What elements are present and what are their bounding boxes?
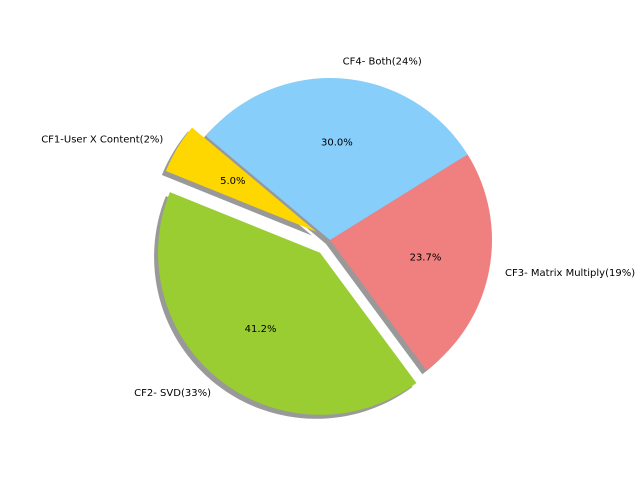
slice-label-cf2-svd: CF2- SVD(33%) [134, 388, 211, 399]
slice-label-cf3-matrix-multiply: CF3- Matrix Multiply(19%) [505, 268, 635, 279]
slice-label-cf4-both: CF4- Both(24%) [343, 57, 422, 68]
slice-label-cf1-user-x-content: CF1-User X Content(2%) [41, 134, 163, 145]
slice-cf1-user-x-content [165, 127, 317, 232]
pie-slices [158, 78, 492, 415]
percent-label-cf2-svd: 41.2% [245, 324, 277, 335]
slice-cf4-both [205, 78, 468, 240]
slice-cf3-matrix-multiply [330, 154, 492, 371]
percent-label-cf4-both: 30.0% [321, 138, 353, 149]
pie-labels: CF1-User X Content(2%) 5.0% CF2- SVD(33%) 4… [41, 57, 635, 399]
slice-cf2-svd [158, 192, 417, 415]
percent-label-cf3-matrix-multiply: 23.7% [410, 253, 442, 264]
percent-label-cf1-user-x-content: 5.0% [220, 176, 245, 187]
